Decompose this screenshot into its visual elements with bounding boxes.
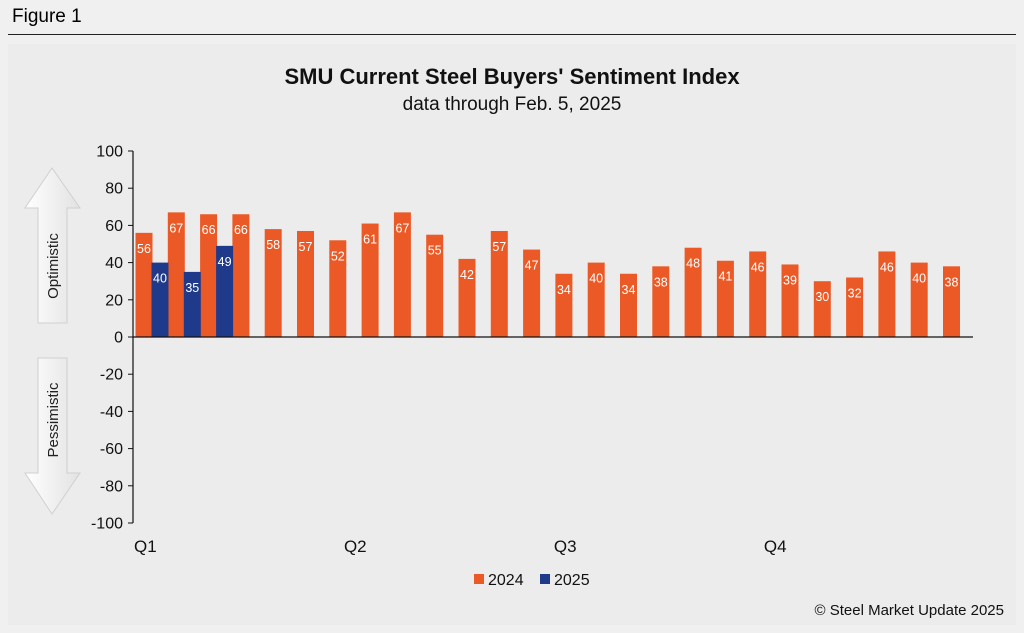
bar-2024 — [716, 260, 734, 337]
bar-2024 — [587, 262, 605, 337]
bar-label-2024: 38 — [654, 275, 668, 289]
bar-label-2024: 34 — [557, 283, 571, 297]
bar-2025 — [183, 271, 201, 337]
bar-2024 — [200, 214, 218, 337]
bar-label-2024: 67 — [169, 221, 183, 235]
y-tick-label: -60 — [100, 441, 123, 458]
bar-2024 — [393, 212, 411, 337]
optimistic-arrow-icon: Optimistic — [24, 167, 81, 324]
bar-2024 — [781, 264, 799, 337]
bar-label-2024: 39 — [783, 273, 797, 287]
y-tick-label: -100 — [91, 516, 123, 533]
bar-label-2024: 32 — [848, 286, 862, 300]
bar-label-2024: 40 — [589, 272, 603, 286]
bar-2024 — [135, 232, 153, 337]
optimistic-label: Optimistic — [45, 233, 62, 299]
bars-group: 56 67 66 66 58 57 52 61 67 55 42 57 47 34 40 34 38 48 41 46… — [135, 212, 960, 337]
bar-2024 — [813, 281, 831, 337]
bar-2024 — [523, 249, 541, 337]
bar-label-2024: 55 — [428, 244, 442, 258]
bar-label-2024: 41 — [718, 270, 732, 284]
y-tick-label: 100 — [96, 144, 123, 161]
y-axis: 100 80 60 40 20 0 -20 -40 -60 -80 -100 — [91, 144, 134, 533]
bar-2024 — [264, 229, 282, 337]
bar-label-2025: 35 — [185, 281, 199, 295]
bar-label-2024: 58 — [266, 238, 280, 252]
y-tick-label: 0 — [114, 330, 123, 347]
bar-2024 — [458, 258, 476, 337]
bar-label-2024: 30 — [815, 290, 829, 304]
bar-label-2024: 47 — [525, 259, 539, 273]
bar-2024 — [749, 251, 767, 337]
bar-label-2024: 66 — [202, 223, 216, 237]
bar-label-2024: 56 — [137, 242, 151, 256]
figure-label: Figure 1 — [12, 6, 82, 27]
bar-2024 — [910, 262, 928, 337]
bar-2024 — [426, 234, 444, 337]
legend-label-2025: 2025 — [554, 572, 590, 589]
bar-2024 — [555, 273, 573, 337]
bar-2024 — [297, 230, 314, 337]
bar-2024 — [846, 277, 864, 337]
bar-label-2024: 67 — [395, 221, 409, 235]
quarter-label: Q2 — [344, 537, 367, 556]
bar-label-2024: 48 — [686, 257, 700, 271]
y-tick-label: 40 — [105, 255, 123, 272]
pessimistic-label: Pessimistic — [45, 382, 62, 458]
y-tick-label: -80 — [100, 478, 123, 495]
copyright-note: © Steel Market Update 2025 — [814, 602, 1005, 619]
quarter-label: Q1 — [134, 537, 157, 556]
bar-label-2024: 52 — [331, 249, 345, 263]
legend: 2024 2025 — [474, 572, 590, 589]
bar-2024 — [329, 240, 347, 337]
bar-2024 — [361, 223, 379, 337]
bar-label-2024: 61 — [363, 233, 377, 247]
bar-label-2024: 38 — [945, 275, 959, 289]
bar-label-2024: 57 — [299, 240, 313, 254]
quarter-label: Q4 — [764, 537, 787, 556]
y-tick-label: -20 — [100, 367, 123, 384]
legend-label-2024: 2024 — [488, 572, 524, 589]
y-tick-label: -40 — [100, 404, 123, 421]
bar-label-2024: 46 — [751, 260, 765, 274]
y-tick-label: 80 — [105, 181, 123, 198]
bar-label-2024: 57 — [492, 240, 506, 254]
x-axis: Q1 Q2 Q3 Q4 — [133, 336, 973, 556]
bar-label-2024: 42 — [460, 268, 474, 282]
bar-2025 — [151, 262, 169, 337]
bar-label-2024: 66 — [234, 223, 248, 237]
bar-2024 — [652, 266, 670, 337]
chart-subtitle: data through Feb. 5, 2025 — [402, 94, 622, 115]
bar-label-2024: 34 — [622, 283, 636, 297]
bar-2025 — [216, 245, 234, 337]
bar-2024 — [878, 251, 896, 337]
bar-label-2025: 40 — [153, 272, 167, 286]
quarter-label: Q3 — [554, 537, 577, 556]
bar-label-2024: 40 — [912, 272, 926, 286]
bar-label-2024: 46 — [880, 260, 894, 274]
legend-swatch-2024 — [474, 574, 484, 584]
bar-label-2025: 49 — [218, 255, 232, 269]
bar-2024 — [490, 230, 508, 337]
bar-2024 — [684, 247, 702, 337]
y-tick-label: 20 — [105, 292, 123, 309]
bar-2024 — [232, 214, 250, 337]
bar-2024 — [620, 273, 637, 337]
chart-title: SMU Current Steel Buyers' Sentiment Inde… — [284, 64, 740, 89]
bar-2024 — [167, 212, 185, 337]
bar-2024 — [943, 266, 960, 337]
pessimistic-arrow-icon: Pessimistic — [24, 357, 81, 515]
y-tick-label: 60 — [105, 218, 123, 235]
figure-divider — [8, 34, 1016, 35]
legend-swatch-2025 — [540, 574, 550, 584]
